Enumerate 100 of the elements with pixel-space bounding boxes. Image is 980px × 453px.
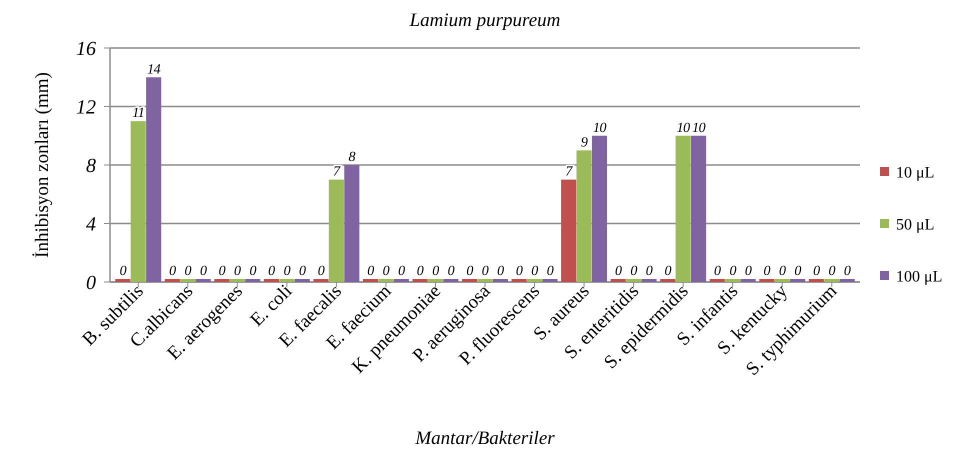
data-label: 8 [348,150,356,165]
bar [492,279,508,282]
data-label: 0 [367,264,374,279]
data-label: 0 [169,264,176,279]
bar [196,279,211,282]
bar [394,279,409,282]
bar [344,165,360,282]
y-tick-label: 0 [86,272,96,294]
bar [146,77,162,282]
bar [641,279,657,282]
data-label: 10 [692,120,706,136]
bar [412,279,428,282]
bar [279,279,294,282]
y-tick-label: 8 [86,155,96,177]
chart-title: Lamium purpureum [408,10,560,31]
bar [477,279,493,282]
bar [824,279,840,282]
bar [526,279,542,282]
data-label: 7 [565,164,574,180]
data-label: 0 [646,264,653,279]
bar [576,150,592,282]
legend-label: 100 μL [896,268,942,286]
data-label: 7 [333,164,342,180]
bar [164,279,180,282]
bar [180,279,196,282]
data-label: 0 [432,264,440,279]
bar [592,136,608,282]
data-label: 10 [592,120,606,136]
legend-label: 10 μL [896,164,934,182]
bar [840,279,855,282]
data-label: 0 [630,264,638,279]
data-label: 0 [249,264,256,279]
data-label: 0 [497,264,504,279]
bar [294,279,310,282]
bar [542,279,558,282]
bar [462,279,478,282]
data-label: 0 [398,264,406,279]
data-label: 0 [200,264,207,279]
bar [710,279,725,282]
bar [245,279,260,282]
data-label: 0 [764,264,771,279]
bar [378,279,394,282]
bar [428,279,444,282]
data-label: 0 [546,264,554,279]
bar [610,279,626,282]
legend-label: 50 μL [896,216,934,234]
bar [725,279,740,282]
data-label: 0 [828,264,836,279]
bar [130,121,146,282]
bar [561,180,576,282]
data-label: 0 [218,264,226,279]
bar [759,279,774,282]
data-label: 10 [676,120,690,136]
bar [512,279,527,282]
data-label: 0 [664,264,672,279]
bar [626,279,642,282]
data-label: 0 [531,264,538,279]
y-tick-label: 16 [76,38,96,60]
bar [660,279,676,282]
bar [443,279,458,282]
bar [328,180,344,282]
data-label: 11 [132,106,144,122]
data-label: 0 [284,264,291,279]
data-label: 0 [466,264,474,279]
bar [313,279,329,282]
data-label: 0 [184,264,192,279]
data-label: 14 [147,62,161,78]
bar [790,279,806,282]
data-label: 0 [268,264,276,279]
data-label: 0 [516,264,523,279]
bar [808,279,824,282]
data-label: 0 [729,264,736,279]
y-axis-title: İnhibisyon zonları (mm) [32,72,53,258]
bar [115,279,130,282]
bar [362,279,378,282]
bar [676,136,691,282]
bar [264,279,279,282]
data-label: 0 [614,264,622,279]
y-tick-label: 12 [76,96,96,118]
data-label: 0 [794,264,802,279]
data-label: 0 [234,264,242,279]
data-label: 0 [813,264,820,279]
bar [740,279,756,282]
data-label: 0 [778,264,786,279]
data-label: 0 [448,264,455,279]
y-tick-label: 4 [86,214,96,236]
bar [230,279,245,282]
bar [774,279,790,282]
data-label: 9 [580,135,588,150]
data-label: 0 [416,264,424,279]
data-label: 0 [482,264,489,279]
data-label: 0 [318,264,325,279]
bar [691,136,706,282]
bar [214,279,230,282]
data-label: 0 [120,264,127,279]
x-axis-title: Mantar/Bakteriler [414,428,556,449]
data-label: 0 [744,264,752,279]
data-label: 0 [299,264,306,279]
data-label: 0 [844,264,851,279]
data-label: 0 [714,264,722,279]
